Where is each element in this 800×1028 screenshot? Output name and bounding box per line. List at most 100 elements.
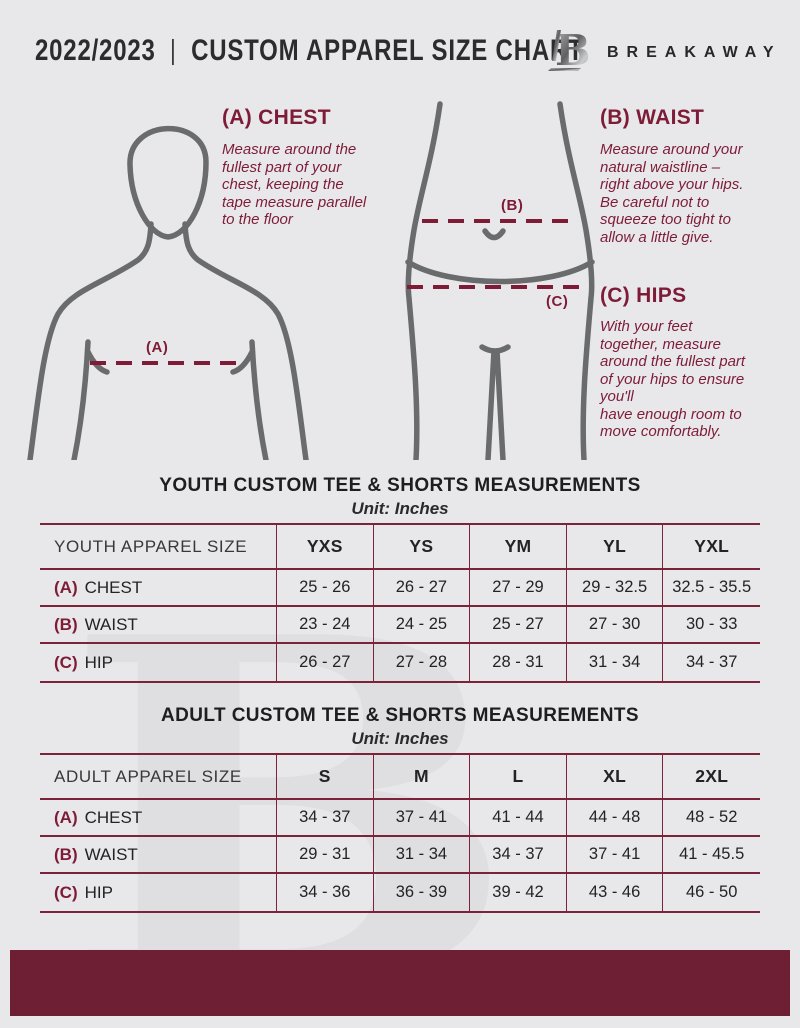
left-inner-arm — [71, 339, 91, 460]
youth-size-header-cell: YOUTH APPAREL SIZE — [40, 525, 277, 570]
adult-waist-row-label: (B) WAIST — [40, 837, 277, 874]
table-cell: 41 - 44 — [470, 800, 567, 837]
row-prefix: (B) — [54, 614, 78, 634]
youth-waist-row-label: (B) WAIST — [40, 607, 277, 644]
adult-col-2xl: 2XL — [663, 755, 760, 800]
row-title: WAIST — [84, 614, 138, 634]
hips-heading: (C) HIPS — [600, 284, 687, 307]
youth-col-ym: YM — [470, 525, 567, 570]
table-cell: 32.5 - 35.5 — [663, 570, 760, 607]
table-cell: 44 - 48 — [566, 800, 664, 837]
hips-instructions: With your feet together, measure around … — [600, 318, 746, 440]
adult-col-s: S — [277, 755, 374, 800]
right-torso-side — [557, 101, 595, 460]
row-title: WAIST — [84, 844, 138, 864]
table-cell: 37 - 41 — [373, 800, 471, 837]
page-title-text: CUSTOM APPAREL SIZE CHART — [191, 34, 584, 67]
chest-instructions: Measure around the fullest part of your … — [222, 141, 367, 228]
table-cell: 26 - 27 — [373, 570, 471, 607]
waist-line-label: (B) — [501, 197, 524, 214]
table-cell: 23 - 24 — [277, 607, 374, 644]
row-prefix: (A) — [54, 807, 78, 827]
left-armpit-notch — [85, 349, 110, 375]
table-cell: 36 - 39 — [374, 874, 471, 911]
brand-name: BREAKAWAY — [607, 44, 782, 61]
table-cell: 27 - 29 — [470, 570, 567, 607]
table-cell: 25 - 26 — [277, 570, 374, 607]
youth-section-unit: Unit: Inches — [351, 499, 449, 518]
adult-hip-row-label: (C) HIP — [40, 874, 277, 911]
left-shoulder-arm — [27, 221, 154, 460]
right-armpit-notch — [230, 349, 255, 375]
table-cell: 28 - 31 — [470, 644, 567, 681]
table-cell: 34 - 37 — [470, 837, 567, 874]
head-outline — [127, 125, 209, 240]
chest-heading: (A) CHEST — [222, 106, 331, 129]
svg-text:B: B — [555, 27, 591, 75]
youth-col-yxs: YXS — [277, 525, 374, 570]
table-cell: 34 - 37 — [686, 653, 738, 671]
table-cell: 24 - 25 — [373, 607, 471, 644]
youth-col-yxl: YXL — [663, 525, 760, 570]
table-cell: 39 - 42 — [470, 874, 567, 911]
table-cell: 29 - 31 — [277, 837, 374, 874]
table-cell: 34 - 36 — [277, 874, 374, 911]
row-prefix: (B) — [54, 844, 78, 864]
waist-instructions: Measure around your natural waistline – … — [600, 141, 744, 246]
adult-col-xl: XL — [566, 755, 664, 800]
youth-section-title: YOUTH CUSTOM TEE & SHORTS MEASUREMENTS — [159, 475, 641, 496]
right-inner-leg — [494, 348, 506, 460]
left-torso-side — [405, 101, 443, 460]
right-shoulder-arm — [182, 221, 309, 460]
footer-bar — [10, 950, 790, 1016]
youth-size-table: YOUTH APPAREL SIZE YXS YS YM YL YXL (A) … — [40, 523, 760, 683]
table-cell: 37 - 41 — [566, 837, 664, 874]
waist-heading: (B) WAIST — [600, 106, 705, 129]
adult-size-header-cell: ADULT APPAREL SIZE — [40, 755, 277, 800]
adult-col-l: L — [470, 755, 567, 800]
upper-body-figure — [27, 125, 309, 460]
table-cell: 30 - 33 — [663, 607, 760, 644]
chest-line-label: (A) — [146, 339, 169, 356]
title-divider: | — [170, 34, 177, 65]
row-title: HIP — [84, 882, 113, 902]
table-cell: 31 - 34 — [567, 644, 664, 681]
hip-curve — [405, 259, 595, 285]
adult-section-unit: Unit: Inches — [351, 729, 449, 748]
adult-section-title: ADULT CUSTOM TEE & SHORTS MEASUREMENTS — [161, 705, 639, 726]
brand-block: B BREAKAWAY — [547, 27, 782, 75]
navel-mark — [482, 228, 506, 241]
left-inner-leg — [485, 348, 497, 460]
hips-line-label: (C) — [546, 293, 569, 310]
youth-col-yl: YL — [566, 525, 664, 570]
table-cell: 25 - 27 — [470, 607, 567, 644]
row-prefix: (A) — [54, 577, 78, 597]
page-title: 2022/2023 | CUSTOM APPAREL SIZE CHART — [35, 34, 584, 68]
adult-size-table: ADULT APPAREL SIZE S M L XL 2XL (A) CHES… — [40, 753, 760, 913]
right-inner-arm — [249, 339, 269, 460]
table-cell: 26 - 27 — [277, 644, 374, 681]
youth-chest-row-label: (A) CHEST — [40, 570, 277, 607]
row-title: CHEST — [84, 807, 143, 827]
breakaway-logo-icon: B — [548, 27, 591, 75]
season-label: 2022/2023 — [35, 34, 156, 67]
row-prefix: (C) — [54, 652, 78, 672]
table-cell: 27 - 30 — [566, 607, 664, 644]
adult-chest-row-label: (A) CHEST — [40, 800, 277, 837]
youth-col-ys: YS — [373, 525, 471, 570]
table-cell: 34 - 37 — [277, 800, 374, 837]
table-cell: 48 - 52 — [663, 800, 760, 837]
adult-col-m: M — [373, 755, 471, 800]
lower-body-figure — [405, 101, 595, 460]
row-title: HIP — [84, 652, 113, 672]
table-cell: 31 - 34 — [373, 837, 471, 874]
table-cell: 46 - 50 — [686, 883, 738, 901]
table-cell: 43 - 46 — [567, 874, 664, 911]
youth-hip-row-label: (C) HIP — [40, 644, 277, 681]
table-cell: 29 - 32.5 — [566, 570, 664, 607]
table-cell: 27 - 28 — [374, 644, 471, 681]
row-prefix: (C) — [54, 882, 78, 902]
row-title: CHEST — [84, 577, 143, 597]
table-cell: 41 - 45.5 — [663, 837, 760, 874]
